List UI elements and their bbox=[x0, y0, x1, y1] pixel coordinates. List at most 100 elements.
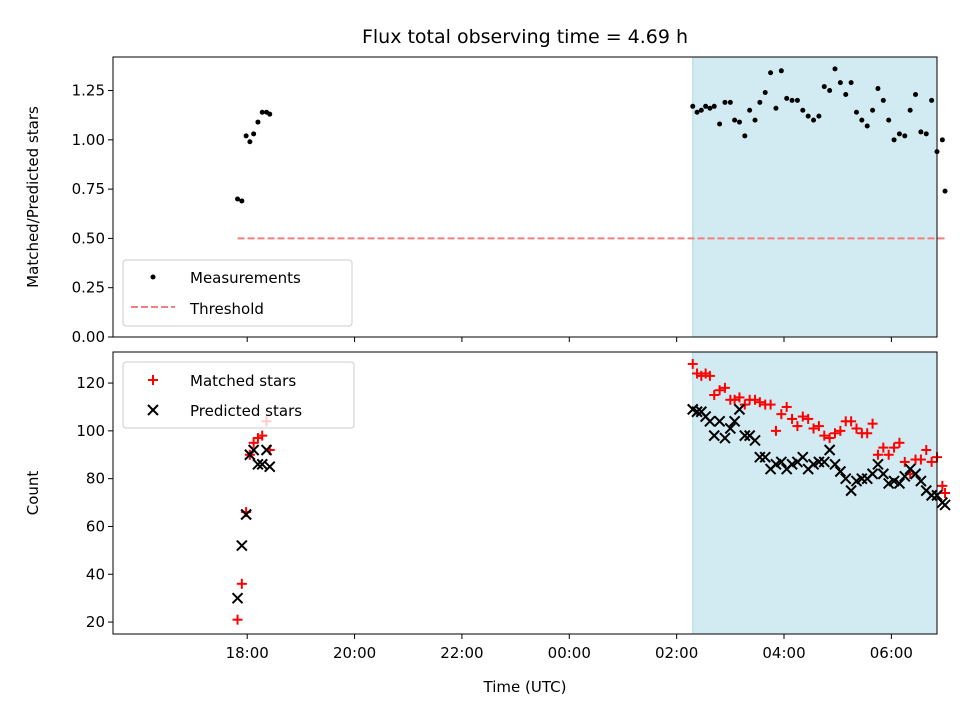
bottom-legend-box bbox=[122, 361, 355, 429]
x-tick-label: 02:00 bbox=[655, 644, 698, 662]
measurement-point bbox=[918, 129, 924, 135]
top-panel-marks bbox=[235, 66, 948, 240]
measurement-point bbox=[703, 103, 709, 109]
predicted-stars-point bbox=[866, 468, 879, 480]
legend-x-mark bbox=[147, 404, 159, 416]
legend-marker-measurements bbox=[150, 274, 156, 280]
legend-label-threshold: Threshold bbox=[189, 300, 264, 318]
matched-stars-point bbox=[867, 418, 878, 429]
predicted-stars-point bbox=[823, 444, 836, 456]
measurement-point bbox=[707, 105, 713, 111]
chart-title: Flux total observing time = 4.69 h bbox=[362, 26, 688, 48]
matched-stars-point bbox=[846, 416, 857, 427]
measurement-point bbox=[794, 97, 800, 103]
y-tick-label: 0.50 bbox=[72, 229, 105, 247]
predicted-stars-point bbox=[834, 465, 847, 478]
measurement-point bbox=[864, 123, 870, 129]
legend-marker-predicted-stars bbox=[147, 404, 159, 416]
y-tick-label: 0.00 bbox=[72, 328, 105, 346]
measurement-point bbox=[752, 117, 758, 123]
matched-stars-point bbox=[883, 449, 894, 460]
measurement-point bbox=[757, 99, 763, 105]
matched-stars-point bbox=[714, 385, 725, 396]
measurement-point bbox=[848, 80, 854, 86]
predicted-stars-point bbox=[872, 458, 884, 471]
measurement-point bbox=[942, 188, 948, 194]
measurement-point bbox=[929, 97, 935, 103]
matched-stars-point bbox=[739, 399, 750, 410]
y-tick-label: 120 bbox=[76, 374, 105, 392]
y-tick-label: 1.00 bbox=[72, 131, 105, 149]
predicted-stars-point bbox=[713, 415, 726, 428]
predicted-stars-point bbox=[829, 458, 841, 471]
matched-stars-point bbox=[792, 421, 803, 432]
predicted-stars-point bbox=[231, 592, 244, 604]
matched-stars-point bbox=[926, 456, 937, 467]
matched-stars-point bbox=[232, 614, 243, 625]
measurement-point bbox=[235, 196, 241, 202]
predicted-stars-point bbox=[877, 468, 890, 480]
matched-stars-point bbox=[835, 425, 846, 436]
measurement-point bbox=[259, 109, 265, 115]
bottom-panel-frame bbox=[112, 351, 938, 635]
predicted-stars-point bbox=[909, 468, 922, 480]
matched-stars-point bbox=[872, 449, 883, 460]
matched-stars-point bbox=[940, 488, 951, 498]
measurement-point bbox=[768, 70, 774, 76]
measurement-point bbox=[902, 133, 908, 139]
matched-stars-point bbox=[734, 392, 745, 403]
bottom-panel-marks bbox=[231, 358, 951, 625]
matched-stars-point bbox=[687, 358, 698, 369]
measurement-point bbox=[694, 109, 700, 115]
matched-stars-point bbox=[765, 399, 776, 410]
predicted-stars-point bbox=[691, 406, 703, 418]
measurement-point bbox=[784, 95, 790, 101]
x-tick-label: 04:00 bbox=[762, 644, 805, 662]
measurement-point bbox=[773, 105, 779, 111]
matched-stars-point bbox=[781, 401, 792, 412]
x-tick-label: 06:00 bbox=[870, 644, 913, 662]
matched-stars-point bbox=[776, 409, 787, 420]
predicted-stars-point bbox=[733, 403, 746, 416]
matched-stars-point bbox=[819, 430, 830, 441]
legend-label-matched-stars: Matched stars bbox=[190, 372, 296, 390]
measurement-point bbox=[913, 91, 919, 97]
predicted-stars-point bbox=[759, 451, 771, 463]
matched-stars-point bbox=[921, 444, 932, 455]
y-tick-label: 80 bbox=[86, 470, 105, 488]
predicted-stars-point bbox=[256, 458, 268, 471]
measurement-point bbox=[896, 131, 902, 137]
predicted-stars-point bbox=[704, 415, 716, 428]
shaded-interval-top bbox=[692, 56, 938, 338]
measurement-point bbox=[859, 117, 865, 123]
measurement-point bbox=[811, 117, 817, 123]
x-axis-title: Time (UTC) bbox=[483, 678, 567, 696]
measurement-point bbox=[870, 107, 876, 113]
legend-label-predicted-stars: Predicted stars bbox=[190, 402, 302, 420]
matched-stars-point bbox=[770, 425, 781, 436]
matched-stars-point bbox=[894, 437, 905, 448]
measurement-point bbox=[267, 111, 273, 117]
legend-label-measurements: Measurements bbox=[190, 269, 301, 287]
measurement-point bbox=[742, 133, 748, 139]
matched-stars-point bbox=[862, 428, 873, 439]
matched-stars-point bbox=[257, 430, 268, 441]
matched-stars-point bbox=[803, 413, 814, 424]
measurement-point bbox=[255, 119, 261, 125]
measurement-point bbox=[843, 91, 849, 97]
matched-stars-point bbox=[808, 423, 819, 434]
measurement-point bbox=[727, 99, 733, 105]
predicted-stars-point bbox=[899, 470, 911, 482]
measurement-point bbox=[778, 68, 784, 74]
measurement-point bbox=[711, 103, 717, 109]
predicted-stars-point bbox=[236, 539, 248, 552]
predicted-stars-point bbox=[893, 477, 906, 490]
measurement-point bbox=[789, 97, 795, 103]
measurement-point bbox=[837, 80, 843, 86]
measurement-point bbox=[732, 117, 738, 123]
bottom-panel: 20 40 60 80 100 120 18:00 20:00 22:00 00:00 02:00… bbox=[24, 351, 951, 696]
y-tick-label: 60 bbox=[86, 517, 105, 535]
measurement-point bbox=[875, 86, 881, 92]
predicted-stars-point bbox=[260, 444, 273, 456]
